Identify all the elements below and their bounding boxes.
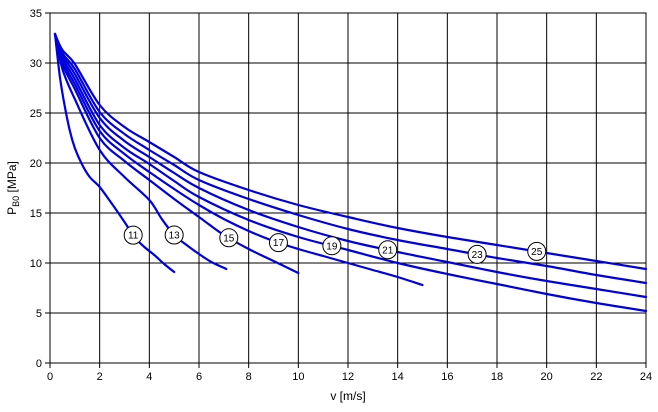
curve-label-circle bbox=[378, 240, 398, 260]
curve-label-text: 23 bbox=[472, 250, 484, 261]
y-tick-label: 5 bbox=[36, 308, 42, 320]
y-axis-label-subscript: B0 bbox=[11, 196, 21, 207]
curve-label-19: 19 bbox=[322, 236, 342, 256]
x-tick-label: 20 bbox=[541, 371, 553, 383]
axis-ticks bbox=[45, 12, 647, 368]
gridlines bbox=[50, 13, 646, 363]
x-tick-label: 22 bbox=[590, 371, 602, 383]
x-tick-label: 2 bbox=[97, 371, 103, 383]
curve-label-text: 25 bbox=[531, 247, 543, 258]
y-tick-label: 10 bbox=[30, 258, 42, 270]
curve-label-17: 17 bbox=[268, 233, 288, 253]
y-axis-label-unit: [MPa] bbox=[5, 161, 19, 196]
curve-13 bbox=[53, 32, 228, 271]
y-tick-label: 35 bbox=[30, 8, 42, 20]
curve-labels: 11 13 15 17 19 21 23 25 bbox=[123, 225, 547, 264]
curve-21 bbox=[53, 32, 648, 299]
x-tick-label: 14 bbox=[392, 371, 404, 383]
y-tick-label: 25 bbox=[30, 108, 42, 120]
y-tick-label: 30 bbox=[30, 58, 42, 70]
y-axis-label-symbol: P bbox=[5, 207, 19, 215]
curve-label-circle bbox=[164, 225, 184, 245]
curve-label-13: 13 bbox=[164, 225, 184, 245]
x-tick-label: 12 bbox=[342, 371, 354, 383]
curve-19 bbox=[53, 32, 648, 313]
x-tick-label: 6 bbox=[196, 371, 202, 383]
curve-label-text: 13 bbox=[169, 231, 181, 242]
curve-label-text: 17 bbox=[273, 238, 285, 249]
curve-25 bbox=[53, 32, 648, 271]
x-tick-label: 0 bbox=[47, 371, 53, 383]
curve-label-circle bbox=[123, 225, 143, 245]
x-tick-label: 18 bbox=[491, 371, 503, 383]
curve-label-23: 23 bbox=[467, 244, 487, 264]
curve-label-15: 15 bbox=[219, 228, 239, 248]
curve-label-circle bbox=[268, 233, 288, 253]
curve-label-25: 25 bbox=[527, 241, 547, 261]
curve-label-circle bbox=[527, 241, 547, 261]
x-tick-label: 16 bbox=[441, 371, 453, 383]
y-tick-label: 15 bbox=[30, 208, 42, 220]
y-tick-label: 0 bbox=[36, 358, 42, 370]
curve-label-text: 11 bbox=[128, 231, 139, 242]
x-tick-label: 4 bbox=[146, 371, 152, 383]
curve-11 bbox=[53, 32, 176, 274]
curves bbox=[53, 32, 648, 313]
y-axis-label: PB0 [MPa] bbox=[5, 161, 21, 215]
curve-23 bbox=[53, 32, 648, 285]
curve-label-circle bbox=[467, 244, 487, 264]
y-tick-label: 20 bbox=[30, 158, 42, 170]
curve-label-text: 21 bbox=[382, 245, 394, 256]
curve-label-circle bbox=[219, 228, 239, 248]
x-axis-label: v [m/s] bbox=[330, 389, 365, 403]
curve-label-11: 11 bbox=[123, 225, 143, 245]
curve-15 bbox=[53, 32, 300, 275]
curve-label-21: 21 bbox=[378, 240, 398, 260]
x-tick-label: 24 bbox=[640, 371, 652, 383]
curve-label-text: 19 bbox=[326, 241, 338, 252]
x-tick-label: 8 bbox=[246, 371, 252, 383]
curve-label-circle bbox=[322, 236, 342, 256]
x-tick-label: 10 bbox=[292, 371, 304, 383]
curve-17 bbox=[53, 32, 424, 287]
curve-label-text: 15 bbox=[223, 233, 235, 244]
